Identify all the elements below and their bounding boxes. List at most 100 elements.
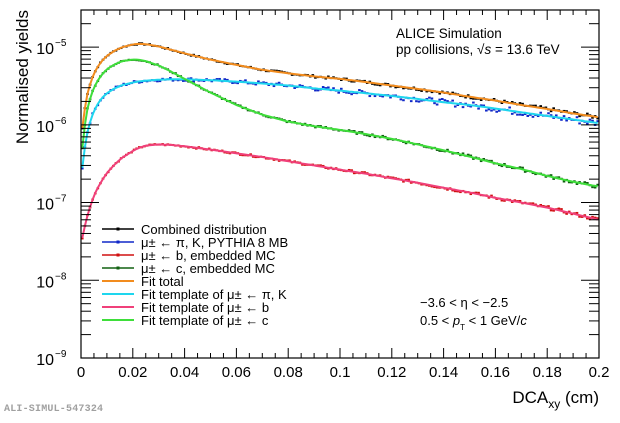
data-point [469, 105, 473, 108]
data-point [251, 155, 255, 158]
data-point [438, 149, 442, 152]
data-point [257, 80, 260, 83]
data-point [231, 82, 234, 85]
watermark: ALI-SIMUL-547324 [4, 404, 104, 415]
legend-item: μ± ← c, embedded MC [102, 261, 275, 276]
legend-marker [116, 240, 120, 244]
data-point [347, 129, 351, 132]
legend-label: Fit template of μ± ← π, K [141, 287, 287, 302]
data-point [347, 168, 351, 171]
data-point [394, 86, 397, 89]
data-point [114, 85, 118, 88]
data-point [381, 134, 385, 137]
data-point [586, 112, 589, 115]
data-point [552, 209, 555, 212]
data-point [80, 237, 84, 240]
pt-suffix: < 1 GeV/ [465, 313, 521, 328]
data-point [521, 113, 524, 116]
eta-range-label: −3.6 < η < −2.5 [420, 295, 508, 310]
data-point [596, 217, 600, 220]
y-tick-base: 10 [36, 197, 54, 214]
data-point [560, 118, 563, 121]
x-axis-label: DCAxy (cm) [512, 388, 599, 411]
data-point [562, 180, 566, 183]
data-point [456, 103, 460, 106]
data-point [182, 79, 185, 82]
data-point [565, 110, 568, 113]
data-point [347, 91, 351, 94]
data-point [573, 111, 576, 114]
data-point [591, 119, 594, 122]
data-point [352, 130, 356, 133]
legend-item: Fit total [102, 274, 184, 289]
data-point [461, 106, 465, 109]
legend-label: μ± ← π, K, PYTHIA 8 MB [141, 235, 288, 250]
data-point [438, 98, 442, 101]
legend-item: Fit template of μ± ← b [102, 300, 269, 315]
data-point [596, 183, 600, 186]
data-point [523, 113, 527, 116]
data-point [402, 99, 405, 102]
fit-curve [81, 78, 598, 168]
data-point [591, 186, 594, 189]
data-point [262, 81, 265, 84]
data-point [415, 88, 418, 91]
data-point [497, 109, 501, 112]
data-point [490, 109, 493, 112]
x-tick-label: 0.06 [222, 364, 251, 381]
legend-label: Fit template of μ± ← b [141, 300, 269, 315]
data-point [593, 186, 597, 189]
data-point [479, 160, 483, 163]
system-suffix: = 13.6 TeV [491, 42, 559, 57]
data-point [339, 87, 343, 90]
legend-label: μ± ← c, embedded MC [141, 261, 275, 276]
data-point [314, 89, 317, 92]
legend-label: Fit total [141, 274, 184, 289]
system-label: pp collisions, √s = 13.6 TeV [396, 42, 560, 57]
data-point [376, 83, 379, 86]
data-point [277, 81, 281, 84]
data-point [495, 110, 498, 113]
data-point [544, 175, 548, 178]
fit-curve [81, 58, 598, 188]
data-point [441, 98, 444, 101]
data-point [549, 174, 553, 177]
data-point [547, 205, 550, 208]
y-tick-exponent: −9 [55, 349, 67, 360]
data-point [531, 202, 535, 205]
data-point [492, 98, 496, 101]
data-point [487, 108, 491, 111]
data-point [518, 113, 522, 116]
data-point [567, 181, 571, 184]
data-point [316, 89, 320, 92]
data-point [565, 119, 568, 122]
data-point [446, 148, 449, 151]
experiment-label: ALICE Simulation [396, 26, 502, 41]
data-point [140, 81, 144, 84]
data-point [588, 218, 592, 221]
fit-curve [81, 42, 598, 129]
data-point [360, 90, 364, 93]
data-point [536, 115, 540, 118]
data-point [386, 138, 390, 141]
data-point [272, 85, 276, 88]
data-point [319, 164, 322, 167]
x-tick-label: 0.04 [170, 364, 199, 381]
fit-curve [81, 143, 598, 239]
data-point [321, 86, 325, 89]
y-tick-base: 10 [36, 119, 54, 136]
data-point [350, 80, 353, 83]
data-point [578, 122, 581, 125]
data-point [510, 112, 514, 115]
legend-label: Fit template of μ± ← c [141, 313, 269, 328]
data-point [378, 94, 382, 97]
x-tick-label: 0.2 [589, 364, 610, 381]
data-point [420, 89, 423, 92]
data-point [430, 91, 434, 94]
data-point [402, 180, 405, 183]
series-layer [80, 42, 600, 240]
data-point [363, 171, 366, 174]
data-point [503, 162, 506, 165]
data-point [575, 182, 579, 185]
pt-c: c [520, 313, 527, 328]
